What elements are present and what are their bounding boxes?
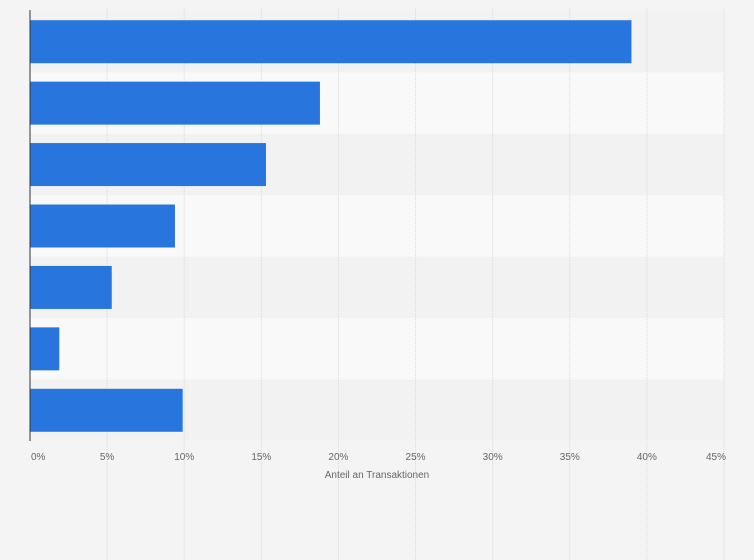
bar[interactable] xyxy=(30,20,632,64)
x-tick-label: 15% xyxy=(251,452,271,463)
x-axis-title: Anteil an Transaktionen xyxy=(325,470,430,481)
x-tick-label: 25% xyxy=(406,452,426,463)
row-bands xyxy=(30,11,724,441)
x-tick-label: 35% xyxy=(560,452,580,463)
x-tick-label: 5% xyxy=(100,452,115,463)
bar[interactable] xyxy=(30,81,320,125)
bars xyxy=(30,20,632,432)
row-band xyxy=(30,318,724,380)
x-tick-label: 20% xyxy=(328,452,348,463)
bar[interactable] xyxy=(30,143,266,187)
bar[interactable] xyxy=(30,327,60,371)
row-band xyxy=(30,256,724,319)
bar[interactable] xyxy=(30,265,112,309)
x-tick-label: 0% xyxy=(31,452,46,463)
x-tick-label: 45% xyxy=(706,452,726,463)
x-tick-label: 10% xyxy=(174,452,194,463)
x-tick-label: 30% xyxy=(483,452,503,463)
x-tick-label: 40% xyxy=(637,452,657,463)
bar[interactable] xyxy=(30,204,175,248)
x-tick-labels: 0% 5% 10% 15% 20% 25% 30% 35% 40% 45% xyxy=(31,452,726,463)
bar[interactable] xyxy=(30,388,183,432)
